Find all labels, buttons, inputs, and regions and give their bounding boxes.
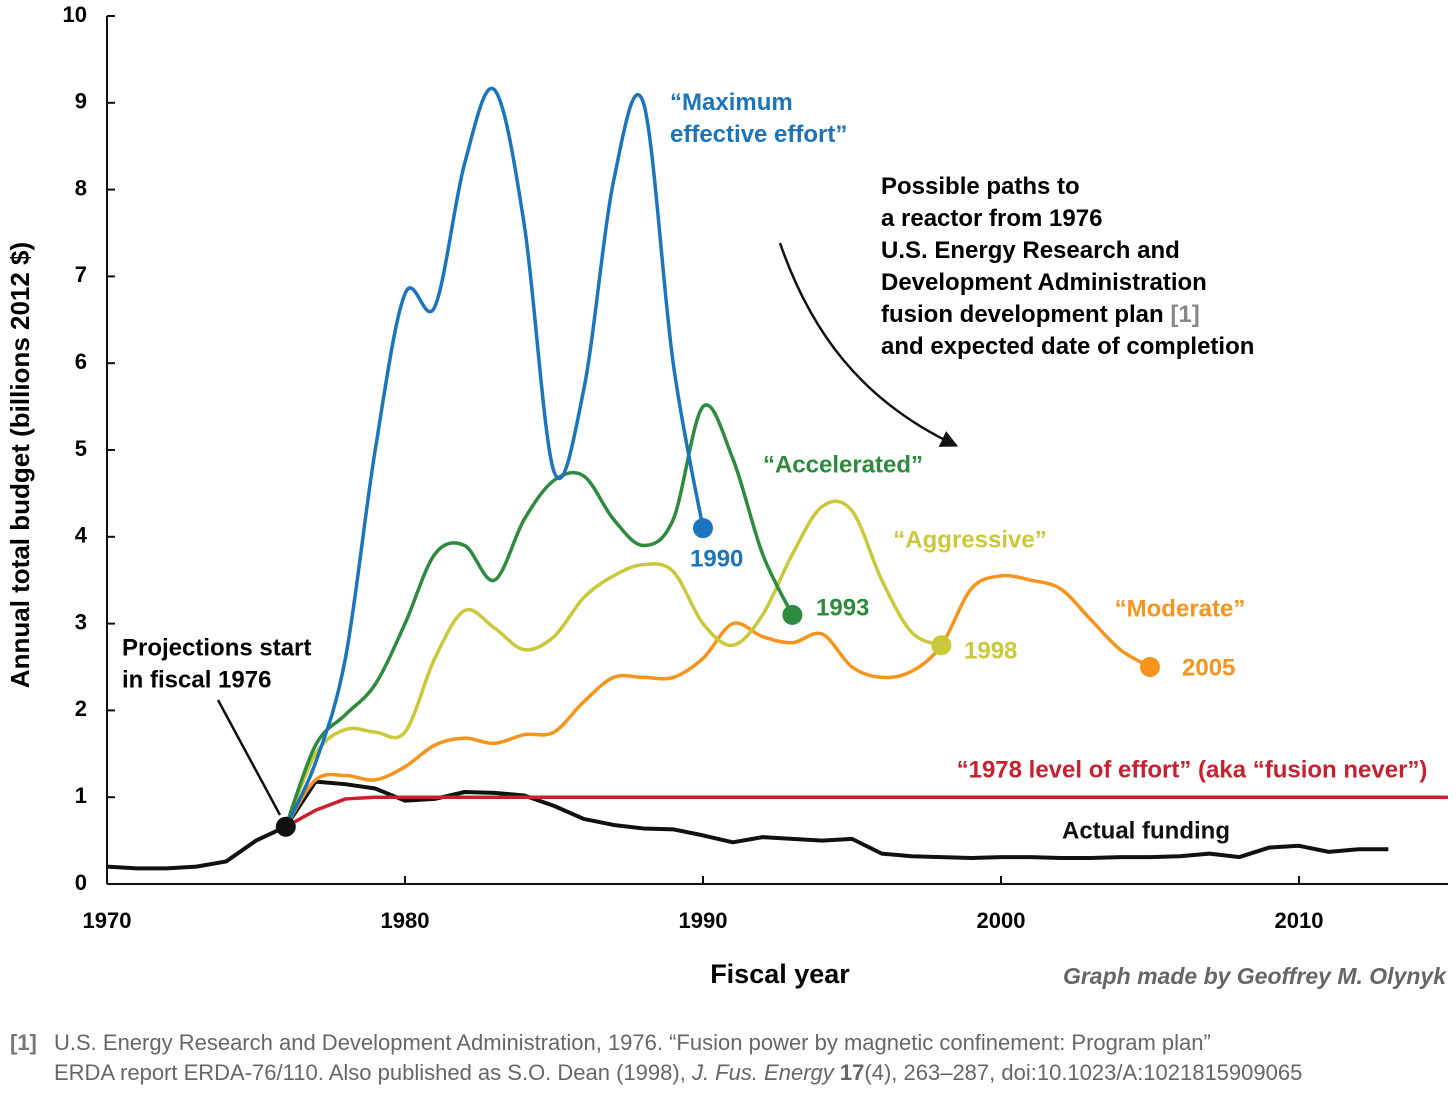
y-tick-label: 2: [75, 696, 87, 721]
footnote-text: (4), 263–287, doi:10.1023/A:102181590906…: [864, 1060, 1302, 1085]
y-axis-label: Annual total budget (billions 2012 $): [5, 242, 35, 688]
footnote-text: ERDA report ERDA-76/110. Also published …: [54, 1060, 692, 1085]
series-label: “Moderate”: [1115, 595, 1246, 622]
y-tick-label: 8: [75, 175, 87, 200]
end-label: 1998: [964, 637, 1017, 664]
annotation-text: Development Administration: [881, 269, 1207, 296]
x-tick-label: 2010: [1275, 908, 1324, 933]
annotation: Possible paths to: [881, 173, 1080, 200]
series-line: [106, 779, 1389, 871]
series-line: [284, 403, 794, 828]
annotation: a reactor from 1976: [881, 205, 1102, 232]
series-label-line: effective effort”: [670, 121, 847, 148]
end-label: 1993: [816, 594, 869, 621]
annotation-text: Possible paths to: [881, 173, 1080, 200]
annotation: U.S. Energy Research and: [881, 237, 1180, 264]
y-tick-label: 3: [75, 609, 87, 634]
x-tick-label: 1990: [679, 908, 728, 933]
y-tick-label: 10: [63, 2, 87, 27]
series-label: “Aggressive”: [893, 526, 1046, 553]
annotation: fusion development plan [1]: [881, 301, 1200, 328]
x-tick-label: 2000: [977, 908, 1026, 933]
series-line: [284, 86, 705, 828]
y-tick-label: 4: [75, 523, 88, 548]
y-tick-label: 7: [75, 262, 87, 287]
annotation-text: fusion development plan: [881, 301, 1170, 328]
series-label: “1978 level of effort” (aka “fusion neve…: [957, 756, 1428, 783]
footnote: ERDA report ERDA-76/110. Also published …: [54, 1060, 1302, 1085]
series-line: [284, 573, 1151, 828]
y-tick-label: 0: [75, 870, 87, 895]
annotation: Projections start: [122, 634, 311, 661]
annotation-text: and expected date of completion: [881, 333, 1254, 360]
annotation: in fiscal 1976: [122, 666, 271, 693]
end-label: 1990: [690, 545, 743, 572]
footnote-ref: [1]: [10, 1030, 37, 1055]
series-label: “Accelerated”: [763, 451, 923, 478]
y-tick-label: 5: [75, 436, 87, 461]
annotation-ref: [1]: [1170, 301, 1199, 328]
end-label: 2005: [1182, 654, 1235, 681]
series-label: “Maximum effective effort”: [670, 89, 847, 148]
end-point: [782, 604, 803, 625]
x-tick-label: 1980: [381, 908, 430, 933]
credit: Graph made by Geoffrey M. Olynyk: [1063, 963, 1447, 989]
start-point: [275, 816, 296, 837]
pointer-line: [216, 699, 282, 816]
annotation: and expected date of completion: [881, 333, 1254, 360]
y-tick-label: 9: [75, 89, 87, 114]
end-point: [693, 518, 713, 539]
footnote-journal: J. Fus. Energy: [691, 1060, 836, 1085]
series-line: [284, 499, 943, 828]
footnote-volume: 17: [840, 1060, 864, 1085]
annotation-text: a reactor from 1976: [881, 205, 1102, 232]
series-line: [284, 795, 1448, 829]
y-tick-label: 6: [75, 349, 87, 374]
x-tick-label: 1970: [83, 908, 132, 933]
series-label: Actual funding: [1062, 817, 1230, 844]
annotation-text: U.S. Energy Research and: [881, 237, 1180, 264]
end-point: [1140, 657, 1160, 677]
annotation: Development Administration: [881, 269, 1207, 296]
y-tick-label: 1: [75, 783, 87, 808]
x-axis-label: Fiscal year: [710, 959, 850, 989]
end-point: [931, 635, 952, 656]
arrow: [778, 242, 959, 447]
footnote: U.S. Energy Research and Development Adm…: [54, 1030, 1211, 1055]
series-label-line: “Maximum: [670, 89, 793, 116]
